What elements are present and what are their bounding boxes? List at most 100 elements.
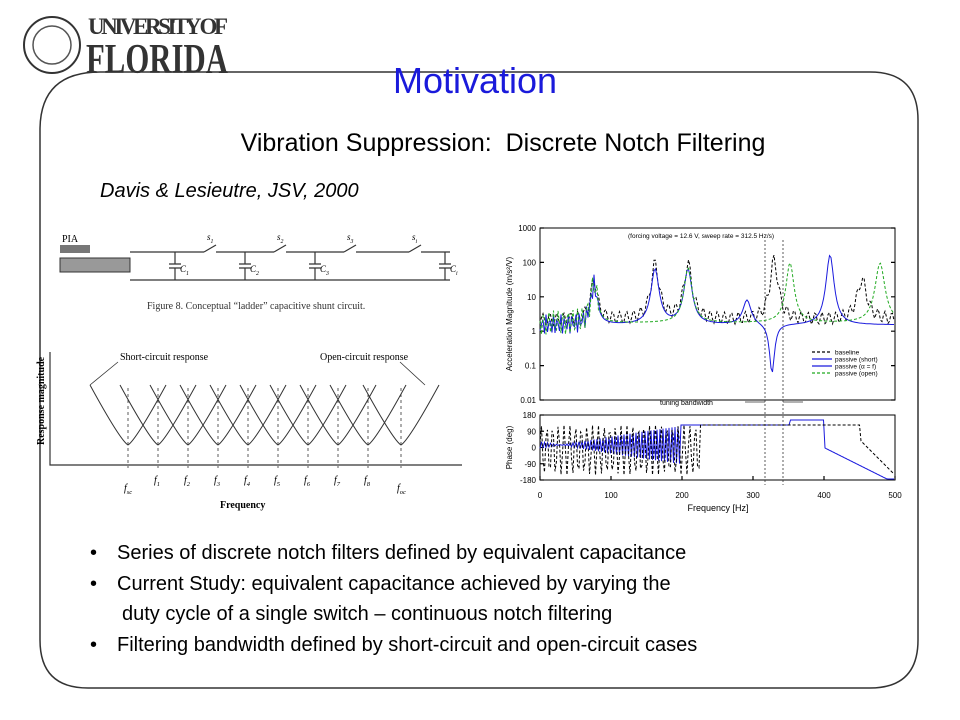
pia-body — [59, 257, 131, 273]
bullet-text: Current Study: equivalent capacitance ac… — [117, 573, 671, 595]
freq-label: f5 — [274, 475, 281, 488]
capacitor-label: C2 — [250, 264, 259, 277]
x-tick-label: 200 — [675, 491, 689, 500]
line — [89, 384, 167, 446]
pia-top — [60, 245, 90, 253]
capacitor-label-sub: 3 — [325, 271, 329, 277]
switch-label-sub: 3 — [350, 239, 354, 245]
freq-label-sub: sc — [127, 489, 133, 496]
freq-label-sub: 2 — [187, 481, 191, 488]
response-y-label: Response magnitude — [36, 356, 47, 445]
x-axis-label: Frequency [Hz] — [687, 503, 748, 513]
line — [239, 384, 317, 446]
freq-label: f1 — [154, 475, 160, 488]
open-label: Open-circuit response — [320, 352, 409, 363]
freq-label: f2 — [184, 475, 191, 488]
freq-label-base: f — [304, 475, 308, 486]
switch-label-sub: 1 — [211, 239, 214, 245]
line — [149, 384, 227, 446]
line — [269, 384, 347, 446]
legend-label: passive (short) — [835, 357, 878, 364]
capacitor-label-base: C — [250, 264, 257, 274]
line — [408, 244, 422, 253]
y-tick-label: 0 — [532, 444, 537, 453]
switch-gap — [274, 249, 286, 255]
line — [539, 262, 895, 335]
switch-label-base: s — [347, 232, 351, 242]
line — [299, 384, 377, 446]
y-tick-label: 90 — [527, 427, 536, 436]
freq-label-sub: 8 — [367, 481, 371, 488]
freq-label-base: f — [154, 475, 158, 486]
capacitor-label-base: C — [320, 264, 327, 274]
y-tick-label: -90 — [524, 460, 536, 469]
switch-label-sub: 2 — [281, 239, 284, 245]
capacitor-label-sub: i — [456, 271, 458, 277]
y-tick-label: 180 — [523, 411, 537, 420]
y-tick-label: 0.01 — [520, 396, 536, 405]
capacitor-label-sub: 2 — [256, 271, 259, 277]
line — [539, 419, 894, 480]
switch-label: s1 — [207, 232, 214, 245]
bullet-mark: • — [90, 573, 97, 595]
line — [764, 240, 784, 485]
legend-label: passive (open) — [835, 371, 878, 378]
line — [539, 254, 895, 327]
freq-label-base: f — [397, 483, 401, 494]
y-tick-label: 100 — [523, 258, 537, 267]
response-x-label: Frequency — [220, 500, 265, 511]
freq-label-base: f — [274, 475, 278, 486]
x-tick-label: 100 — [604, 491, 618, 500]
line — [539, 424, 895, 476]
switch-label-base: s — [277, 232, 281, 242]
switch-gap — [409, 249, 421, 255]
freq-label-sub: 7 — [337, 481, 341, 488]
circuit-caption: Figure 8. Conceptual “ladder” capacitive… — [147, 301, 365, 312]
switch-label-sub: i — [416, 239, 418, 245]
switch-gap — [204, 249, 216, 255]
line — [169, 252, 181, 280]
logo-seal — [23, 16, 81, 74]
logo-line2: FLORIDA — [86, 37, 228, 83]
line — [539, 254, 894, 373]
freq-label: f6 — [304, 475, 311, 488]
y-tick-label: 1 — [532, 327, 537, 336]
line — [89, 361, 426, 386]
short-label: Short-circuit response — [120, 352, 209, 363]
switch-label: s3 — [347, 232, 354, 245]
logo-seal-inner — [32, 25, 72, 65]
bullet-text: Filtering bandwidth defined by short-cir… — [117, 634, 697, 656]
y-tick-label: 0.1 — [525, 362, 537, 371]
freq-label-sub: 1 — [157, 481, 160, 488]
top-axes — [539, 227, 896, 401]
slide-border — [39, 71, 919, 689]
freq-label-base: f — [334, 475, 338, 486]
capacitor-label: C3 — [320, 264, 329, 277]
y-label-top: Acceleration Magnitude (m/s²/V) — [505, 257, 514, 372]
line — [119, 384, 197, 446]
legend-label: baseline — [835, 350, 860, 357]
slide-title: Motivation — [393, 60, 557, 101]
freq-label: fsc — [124, 483, 132, 496]
capacitor-label-base: C — [450, 264, 457, 274]
switch-label-base: s — [207, 232, 211, 242]
y-tick-label: -180 — [520, 476, 537, 485]
freq-label-sub: 3 — [216, 481, 221, 488]
line — [329, 384, 407, 446]
line — [130, 251, 450, 281]
bullet-mark: • — [90, 634, 97, 656]
x-tick-label: 300 — [746, 491, 760, 500]
switch-label: s2 — [277, 232, 284, 245]
capacitor-label: Ci — [450, 264, 458, 277]
freq-label-base: f — [184, 475, 188, 486]
freq-label-sub: oc — [400, 489, 406, 496]
y-tick-label: 1000 — [518, 224, 536, 233]
freq-label-base: f — [244, 475, 248, 486]
freq-label-base: f — [124, 483, 128, 494]
line — [239, 252, 251, 280]
y-tick-label: 10 — [527, 293, 536, 302]
response-figure: Response magnitude Frequency Short-circuit… — [36, 352, 462, 511]
line — [209, 384, 287, 446]
bullet-text: Series of discrete notch filters defined… — [117, 542, 686, 564]
line — [362, 384, 440, 446]
